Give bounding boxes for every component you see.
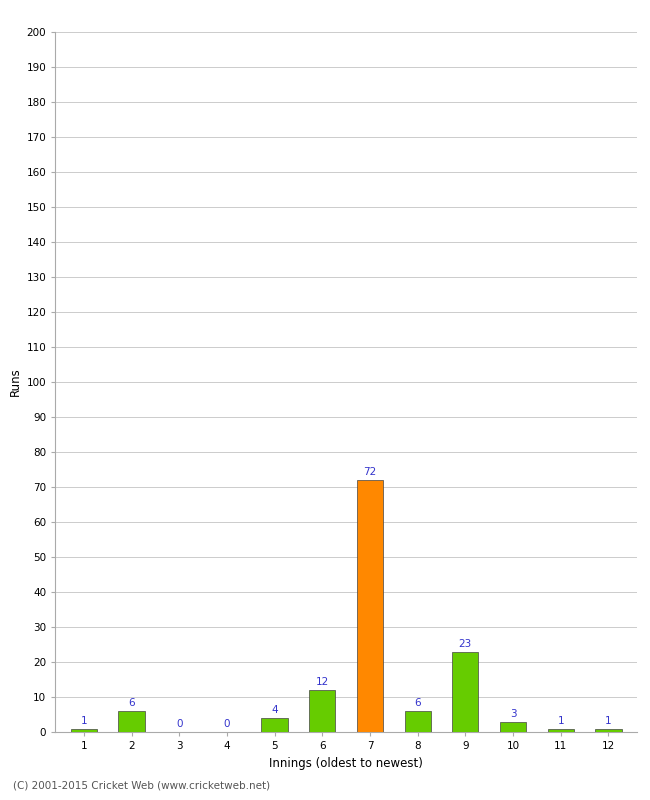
X-axis label: Innings (oldest to newest): Innings (oldest to newest) (269, 757, 423, 770)
Text: 4: 4 (271, 706, 278, 715)
Text: 1: 1 (81, 716, 87, 726)
Text: 0: 0 (176, 719, 183, 730)
Text: 0: 0 (224, 719, 230, 730)
Bar (309, 690, 335, 732)
Bar (118, 711, 145, 732)
Text: 6: 6 (128, 698, 135, 708)
Text: 6: 6 (414, 698, 421, 708)
Bar (500, 722, 526, 732)
Bar (357, 480, 383, 732)
Bar (595, 729, 621, 732)
Bar (404, 711, 431, 732)
Y-axis label: Runs: Runs (9, 368, 22, 396)
Text: 3: 3 (510, 709, 516, 718)
Bar (261, 718, 288, 732)
Text: 72: 72 (363, 467, 376, 477)
Text: (C) 2001-2015 Cricket Web (www.cricketweb.net): (C) 2001-2015 Cricket Web (www.cricketwe… (13, 781, 270, 790)
Bar (452, 651, 478, 732)
Text: 23: 23 (459, 638, 472, 649)
Bar (71, 729, 97, 732)
Bar (547, 729, 574, 732)
Text: 1: 1 (605, 716, 612, 726)
Text: 12: 12 (316, 677, 329, 687)
Text: 1: 1 (558, 716, 564, 726)
